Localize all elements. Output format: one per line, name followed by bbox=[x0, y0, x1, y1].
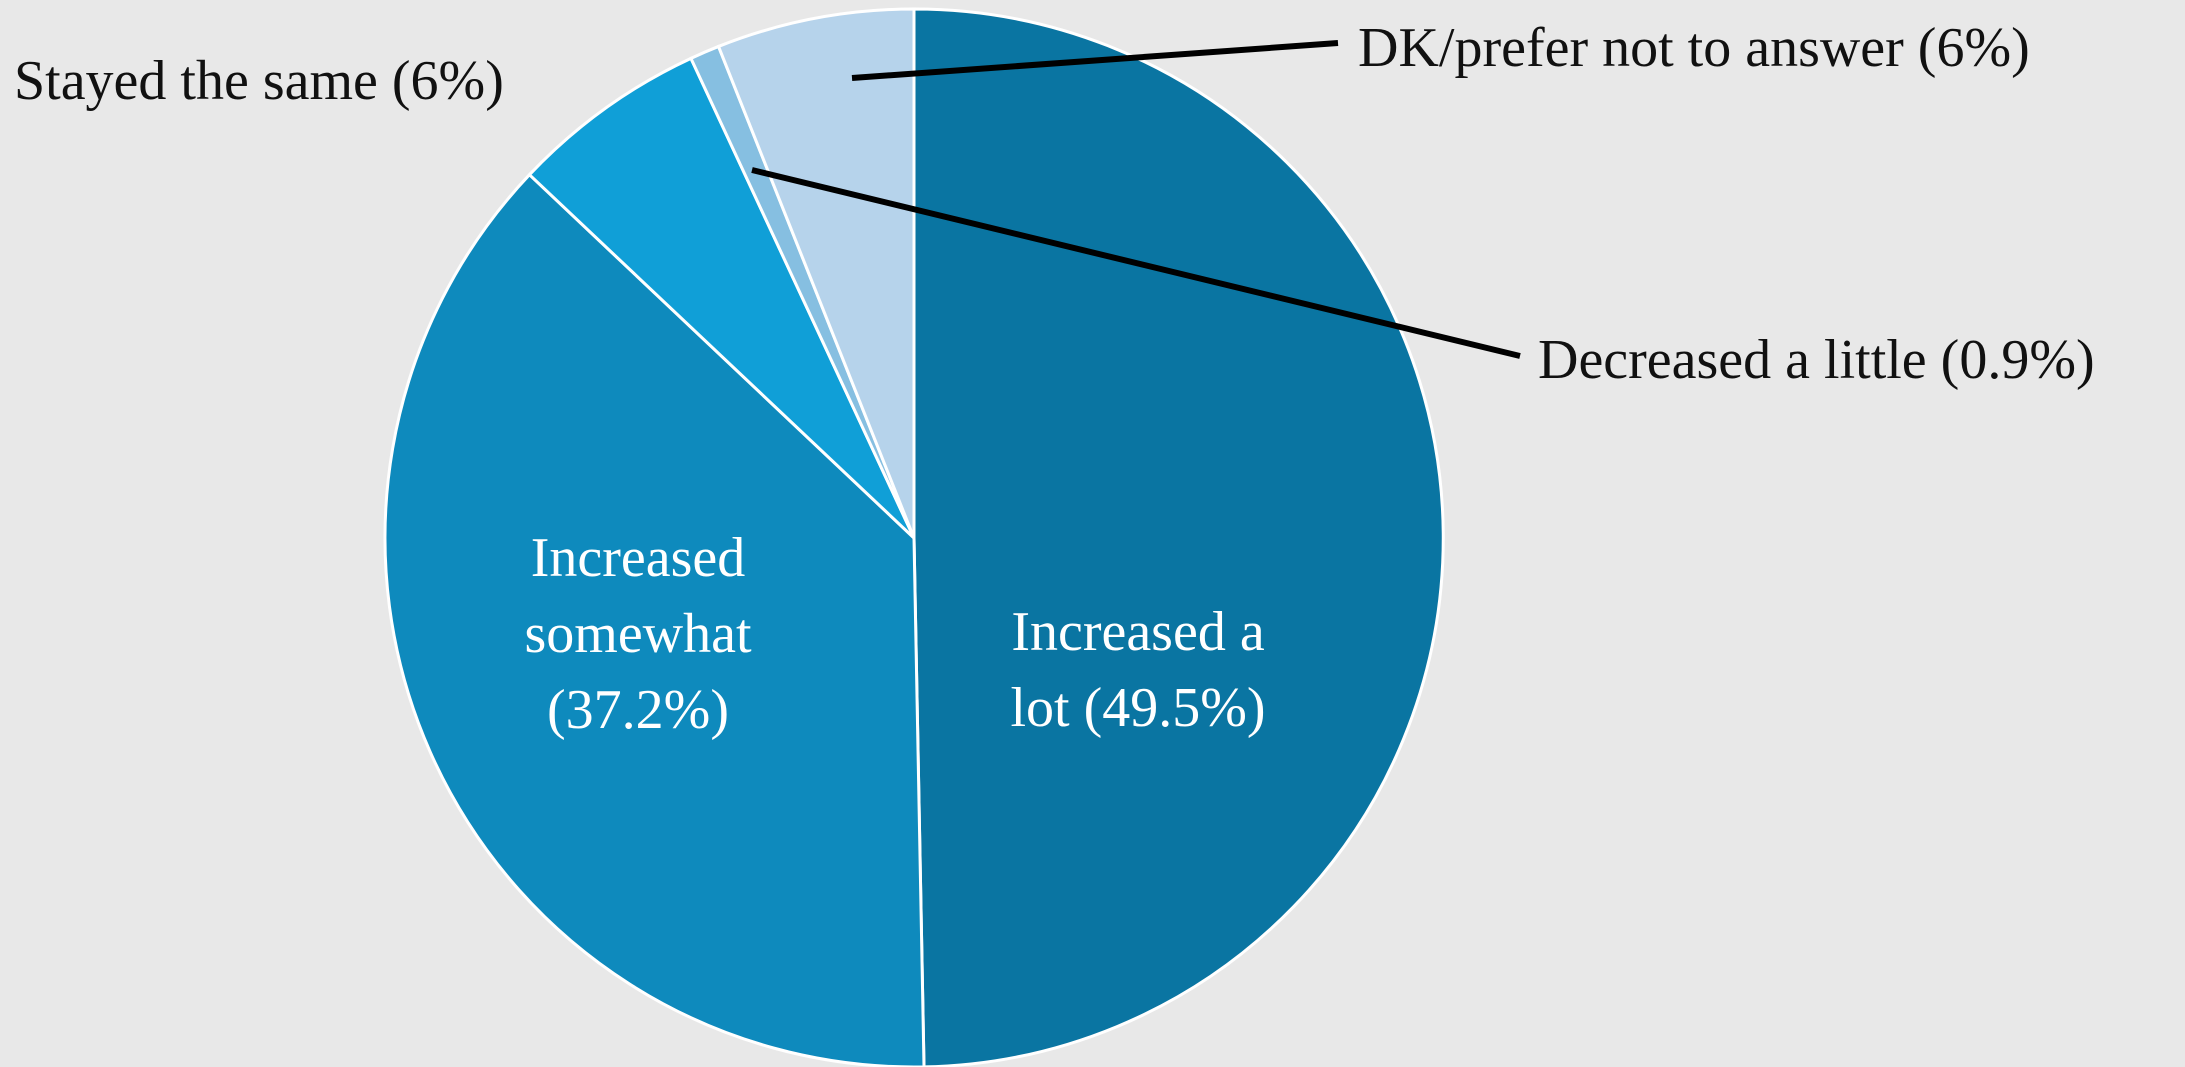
slice-label-decreased-little: Decreased a little (0.9%) bbox=[1538, 329, 2095, 391]
pie-slice-increased-a-lot bbox=[912, 7, 1445, 1067]
slice-label-dk-prefer-not: DK/prefer not to answer (6%) bbox=[1358, 17, 2030, 79]
pie-slice-stayed-the-same bbox=[527, 56, 916, 540]
slice-label-increased-somewhat-line-2: somewhat bbox=[524, 603, 752, 665]
pie-slices bbox=[383, 7, 1445, 1067]
pie-slice-dk-prefer-not-to-answer bbox=[716, 7, 916, 539]
slice-label-increased-somewhat: Increased somewhat (37.2%) bbox=[524, 527, 752, 741]
slice-label-increased-a-lot: Increased a lot (49.5%) bbox=[1010, 601, 1265, 739]
slice-label-increased-a-lot-line-2: lot (49.5%) bbox=[1010, 677, 1265, 739]
slice-label-stayed-same: Stayed the same (6%) bbox=[14, 50, 504, 112]
slice-label-increased-somewhat-line-3: (37.2%) bbox=[547, 679, 729, 741]
leader-line-decreased-little bbox=[751, 167, 1521, 359]
slice-label-increased-somewhat-line-1: Increased bbox=[531, 527, 746, 589]
leader-line-dk bbox=[851, 40, 1339, 81]
slice-label-increased-a-lot-line-1: Increased a bbox=[1011, 601, 1265, 663]
pie-slice-increased-somewhat bbox=[383, 172, 926, 1067]
